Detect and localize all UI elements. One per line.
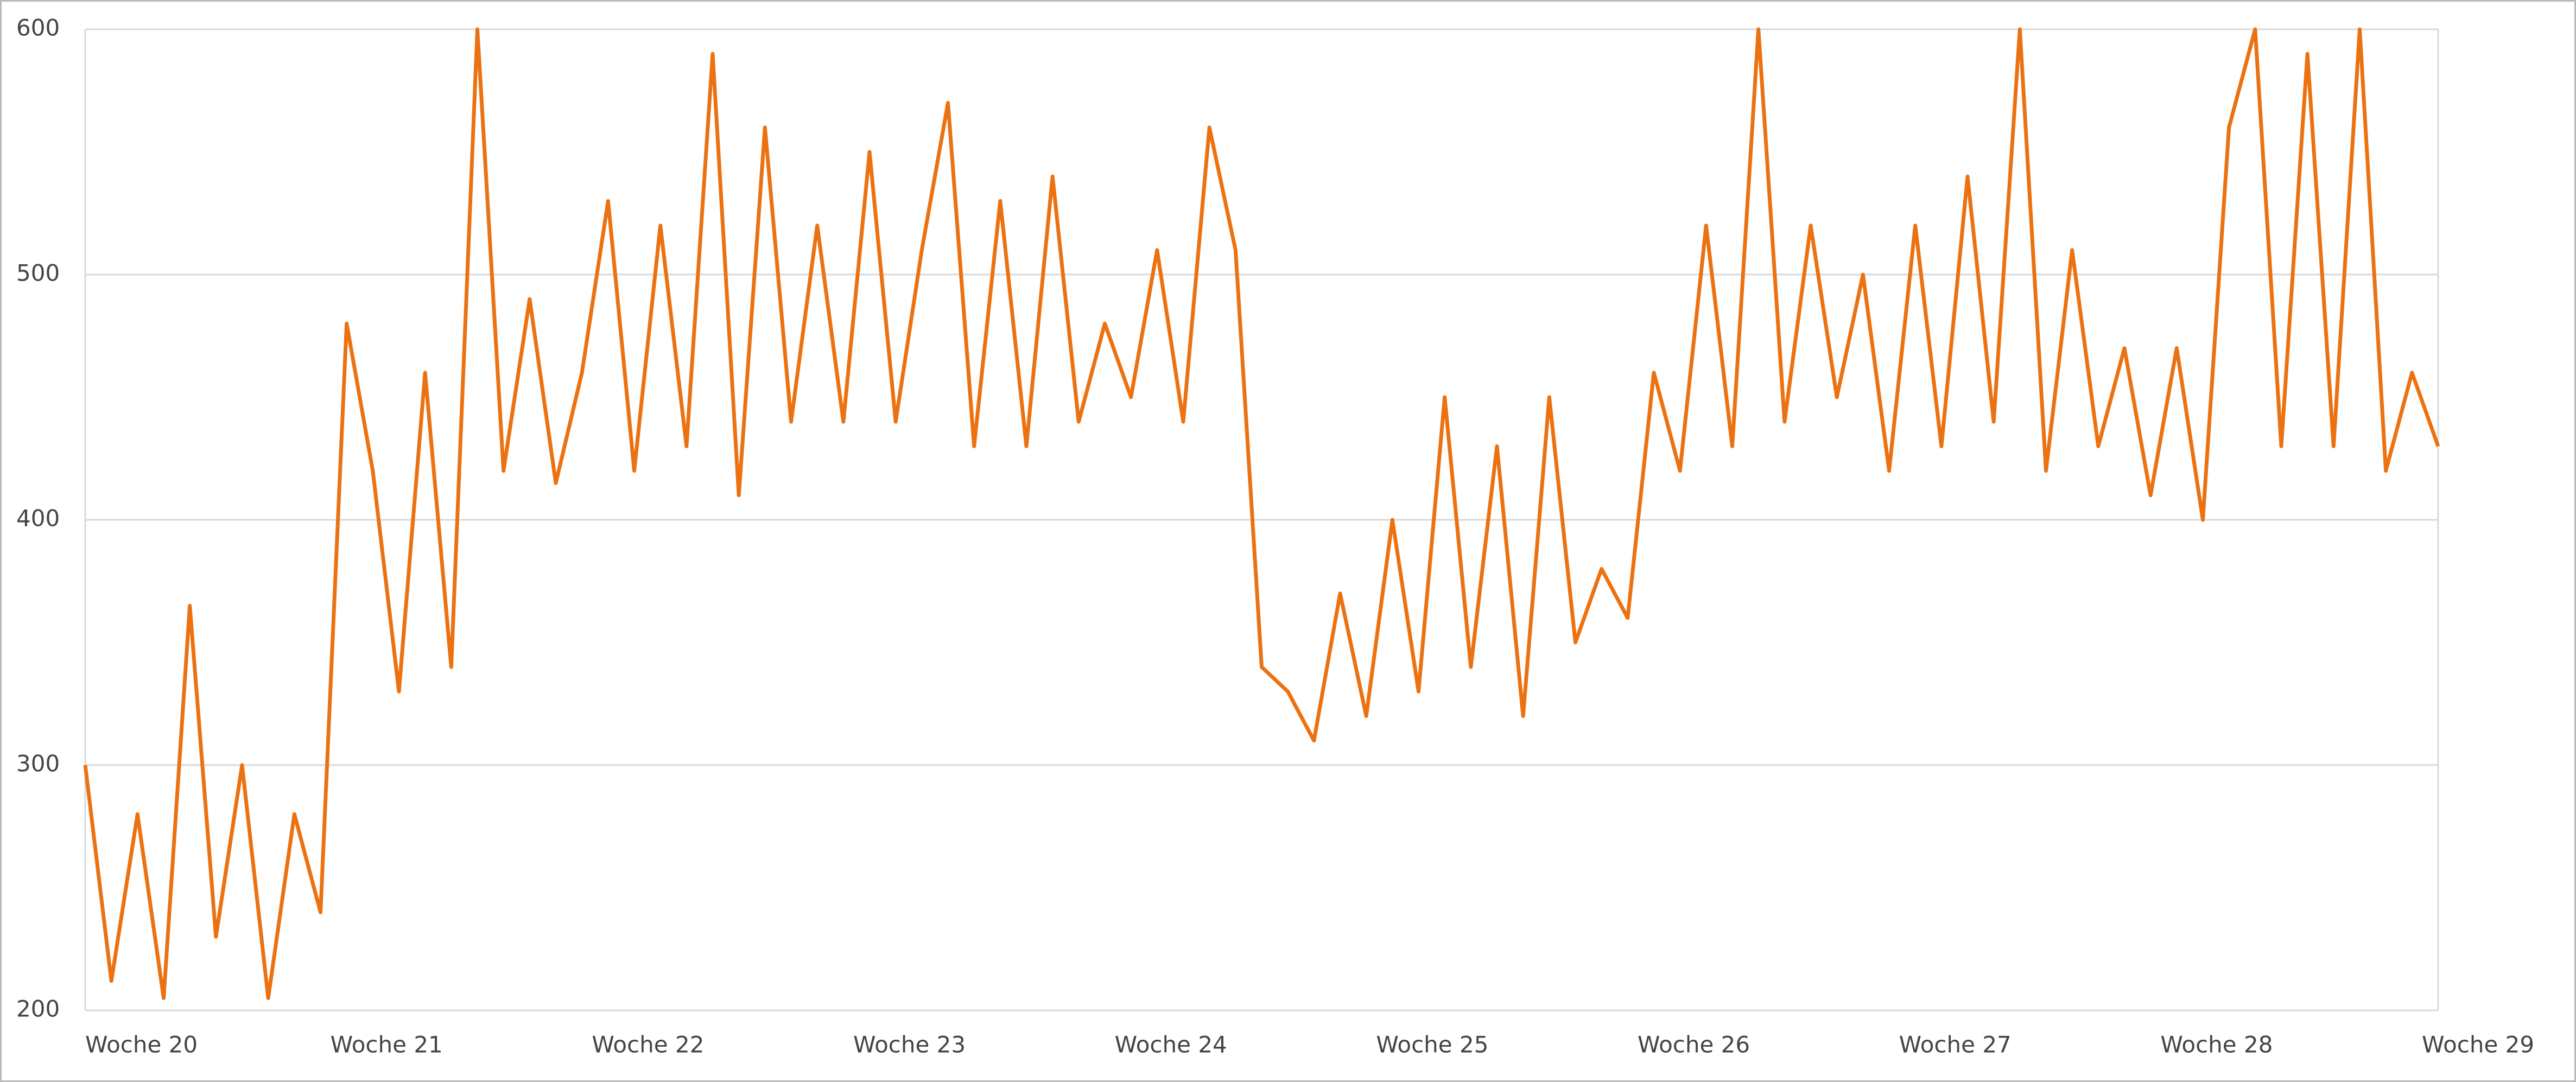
x-tick-label: Woche 20 <box>85 1032 198 1058</box>
x-tick-label: Woche 24 <box>1115 1032 1227 1058</box>
y-tick-label: 500 <box>16 260 60 287</box>
x-tick-label: Woche 27 <box>1899 1032 2012 1058</box>
x-tick-label: Woche 21 <box>331 1032 443 1058</box>
y-tick-label: 400 <box>16 505 60 532</box>
x-tick-label: Woche 23 <box>853 1032 966 1058</box>
x-tick-label: Woche 25 <box>1376 1032 1488 1058</box>
data-line <box>83 27 2440 1000</box>
x-tick-label: Woche 29 <box>2422 1032 2534 1058</box>
x-tick-label: Woche 26 <box>1638 1032 1750 1058</box>
y-tick-label: 600 <box>16 15 60 41</box>
y-tick-label: 300 <box>16 750 60 777</box>
y-tick-label: 200 <box>16 996 60 1022</box>
x-tick-label: Woche 22 <box>592 1032 704 1058</box>
x-tick-label: Woche 28 <box>2160 1032 2273 1058</box>
